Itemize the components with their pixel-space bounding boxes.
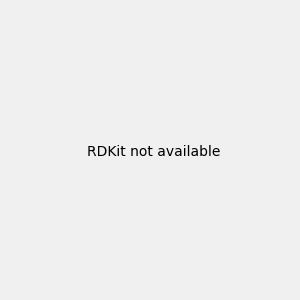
Text: RDKit not available: RDKit not available (87, 145, 220, 158)
